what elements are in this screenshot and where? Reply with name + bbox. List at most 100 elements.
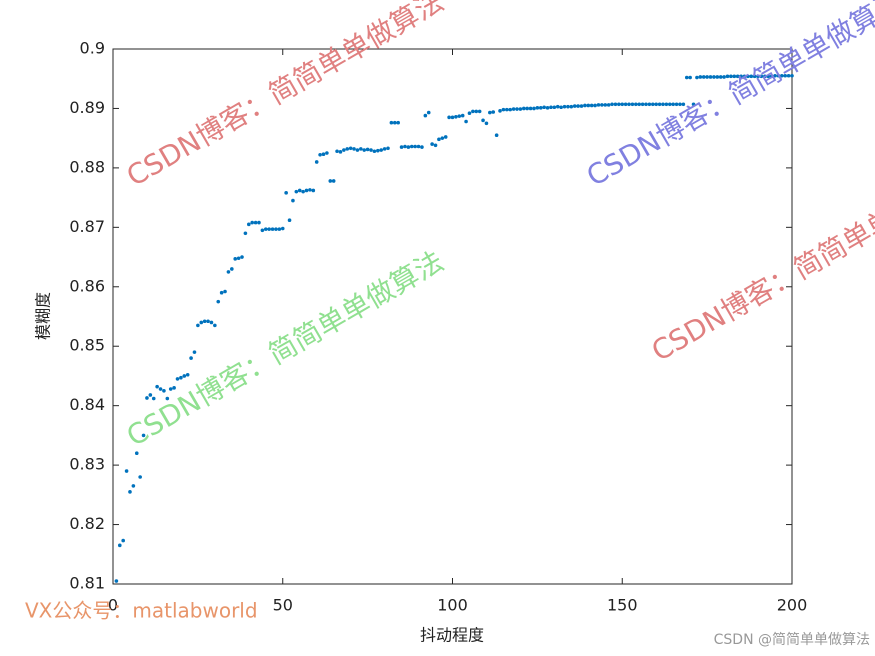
point [202, 319, 207, 324]
point [542, 105, 546, 110]
point [138, 475, 142, 479]
point [752, 74, 757, 79]
point [688, 75, 692, 80]
point [508, 107, 513, 112]
watermark: CSDN博客：简简单单做算法 [121, 244, 449, 453]
point [488, 110, 492, 115]
point [426, 110, 431, 115]
y-tick-label: 0.89 [69, 98, 105, 117]
point [297, 188, 302, 193]
point [596, 103, 601, 107]
point [494, 133, 499, 137]
point [515, 107, 519, 111]
point [620, 102, 625, 107]
point [579, 104, 584, 108]
point [196, 323, 200, 328]
x-tick-label: 50 [273, 596, 293, 615]
x-tick-label: 100 [437, 596, 468, 615]
point [406, 145, 411, 149]
point [175, 377, 180, 381]
point [311, 188, 316, 193]
point [230, 267, 234, 271]
point [369, 148, 373, 152]
point [474, 109, 479, 114]
point [121, 538, 125, 543]
point [291, 198, 295, 203]
point [141, 433, 146, 438]
point [454, 114, 458, 119]
point [698, 75, 703, 79]
point [355, 148, 360, 152]
point [199, 320, 204, 325]
watermark: CSDN博客：简简单单做算法 [581, 0, 875, 193]
point [555, 104, 560, 109]
point [260, 228, 265, 233]
point [766, 74, 771, 79]
y-axis-label: 模糊度 [34, 292, 53, 340]
point [321, 152, 326, 157]
point [223, 289, 227, 294]
point [623, 102, 628, 107]
point [505, 107, 509, 112]
point [722, 75, 726, 79]
point [362, 148, 367, 152]
y-tick-label: 0.88 [69, 157, 105, 176]
point [423, 113, 428, 118]
x-axis-label: 抖动程度 [420, 626, 484, 645]
point [729, 74, 733, 79]
point [701, 75, 706, 79]
point [179, 375, 183, 380]
point [433, 143, 438, 148]
point [416, 144, 421, 149]
point [131, 484, 136, 488]
point [661, 102, 665, 107]
point [617, 102, 621, 107]
point [236, 256, 241, 261]
point [718, 75, 723, 79]
point [301, 189, 305, 194]
point [610, 102, 614, 107]
point [647, 102, 652, 107]
point [667, 102, 672, 107]
point [328, 179, 333, 183]
watermark: CSDN @简简单单做算法 [714, 631, 870, 648]
point [559, 105, 563, 110]
point [651, 102, 655, 107]
point [172, 386, 176, 390]
point [270, 227, 275, 231]
point [396, 120, 400, 125]
point [348, 146, 353, 151]
y-tick-label: 0.85 [69, 336, 105, 355]
point [746, 74, 750, 79]
point [671, 102, 675, 107]
point [372, 149, 377, 154]
point [501, 107, 506, 112]
point [786, 73, 791, 78]
point [382, 147, 387, 151]
point [359, 147, 363, 151]
point [572, 104, 577, 108]
y-tick-label: 0.83 [69, 455, 105, 474]
point [586, 103, 591, 108]
point [389, 120, 394, 125]
point [413, 144, 417, 149]
point [233, 257, 238, 261]
point [708, 75, 713, 79]
point [681, 102, 686, 107]
point [430, 142, 434, 146]
point [409, 144, 414, 149]
point [189, 356, 193, 360]
point [776, 73, 781, 78]
point [216, 299, 221, 304]
point [583, 103, 587, 108]
y-tick-label: 0.9 [80, 39, 105, 58]
watermark: CSDN博客：简简单单做算法 [121, 0, 449, 193]
point [715, 75, 720, 79]
point [243, 231, 248, 236]
y-tick-label: 0.87 [69, 217, 105, 236]
point [634, 102, 638, 107]
point [742, 74, 747, 79]
point [450, 115, 455, 120]
point [640, 102, 645, 107]
point [165, 396, 170, 401]
